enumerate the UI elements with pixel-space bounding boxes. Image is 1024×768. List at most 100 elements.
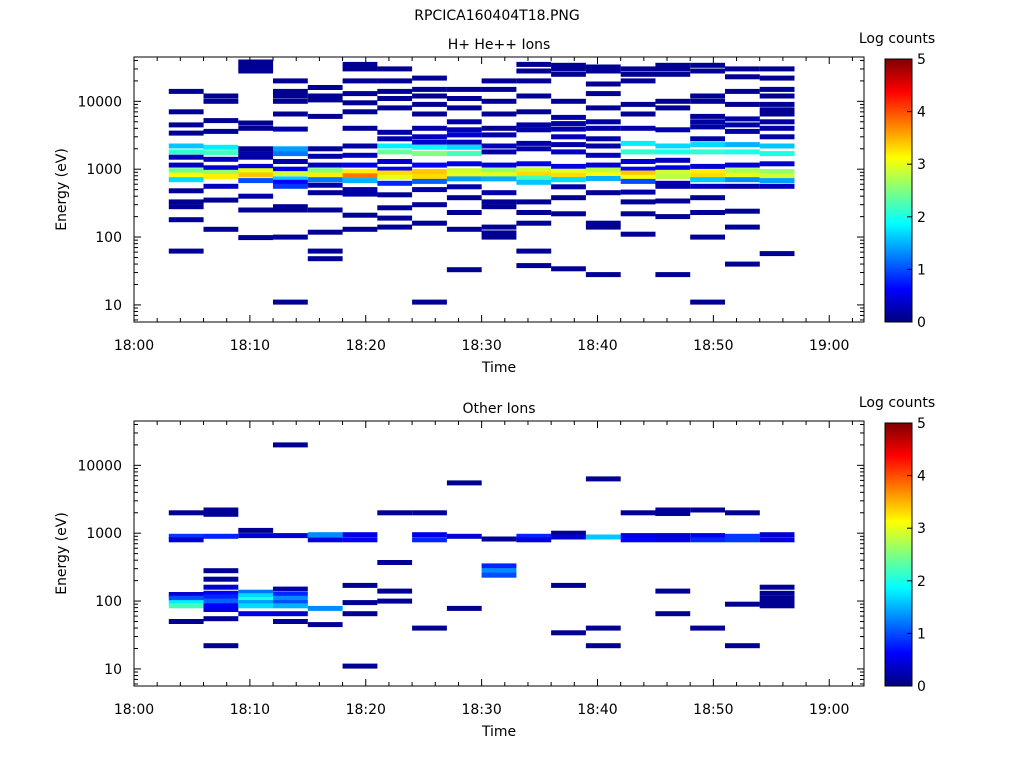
heatmap-cell	[655, 62, 691, 68]
heatmap-cell	[585, 643, 621, 649]
heatmap-cell	[377, 136, 413, 142]
heatmap-cell	[759, 143, 795, 149]
x-tick-label: 18:20	[346, 338, 386, 354]
heatmap-cell	[238, 172, 274, 178]
heatmap-cell	[412, 134, 447, 140]
heatmap-cell	[203, 174, 239, 179]
x-tick-label: 18:10	[230, 702, 270, 718]
heatmap-cell	[759, 119, 795, 125]
heatmap-cell	[446, 86, 482, 92]
heatmap-cell	[481, 168, 517, 174]
colorbar	[884, 422, 913, 687]
heatmap-cell	[446, 195, 482, 201]
heatmap-cell	[690, 234, 725, 240]
heatmap-cell	[238, 68, 274, 74]
heatmap-cell	[725, 149, 760, 155]
heatmap-cells	[168, 59, 795, 305]
y-axis-label: Energy (eV)	[54, 148, 70, 231]
heatmap-cell	[725, 116, 760, 122]
heatmap-cell	[273, 151, 308, 157]
heatmap-cell	[238, 146, 274, 152]
heatmap-cell	[585, 162, 621, 168]
heatmap-cell	[377, 192, 413, 198]
heatmap-cell	[551, 172, 586, 178]
heatmap-cell	[655, 214, 691, 220]
heatmap-cell	[273, 595, 308, 601]
heatmap-cell	[412, 532, 447, 538]
heatmap-cell	[690, 177, 725, 183]
x-tick-label: 19:00	[809, 338, 849, 354]
heatmap-cell	[168, 154, 204, 160]
heatmap-cell	[725, 183, 760, 189]
heatmap-cell	[551, 195, 586, 201]
heatmap-cell	[307, 93, 343, 99]
heatmap-cell	[551, 168, 586, 174]
heatmap-cell	[377, 180, 413, 186]
heatmap-cell	[203, 590, 239, 596]
heatmap-cell	[690, 173, 725, 179]
heatmap-cell	[307, 622, 343, 628]
heatmap-cell	[412, 202, 447, 208]
heatmap-cell	[481, 149, 517, 155]
heatmap-cell	[725, 177, 760, 183]
heatmap-cell	[377, 588, 413, 594]
heatmap-cell	[238, 593, 274, 599]
heatmap-cell	[342, 532, 378, 538]
heatmap-cell	[481, 132, 517, 138]
heatmap-cell	[203, 507, 239, 513]
heatmap-cell	[412, 299, 447, 305]
heatmap-cell	[273, 183, 308, 189]
colorbar-tick-label: 3	[917, 157, 926, 173]
y-axis-label: Energy (eV)	[54, 512, 70, 595]
heatmap-cell	[446, 267, 482, 273]
heatmap-cell	[446, 96, 482, 101]
heatmap-cell	[238, 154, 274, 160]
y-tick-label: 1000	[86, 526, 122, 542]
heatmap-cell	[620, 211, 656, 217]
heatmap-cell	[412, 101, 447, 107]
heatmap-cell	[273, 592, 308, 597]
heatmap-cell	[725, 101, 760, 107]
heatmap-cell	[168, 510, 204, 516]
heatmap-cell	[446, 151, 482, 157]
heatmap-cell	[551, 121, 586, 127]
heatmap-cell	[516, 263, 552, 269]
heatmap-cell	[585, 152, 621, 158]
heatmap-cell	[273, 166, 308, 172]
heatmap-cell	[481, 224, 517, 230]
heatmap-cell	[551, 126, 586, 132]
colorbar-tick-label: 3	[917, 521, 926, 537]
heatmap-cell	[516, 61, 552, 67]
heatmap-cell	[377, 205, 413, 211]
heatmap-cell	[655, 183, 691, 189]
heatmap-cell	[620, 159, 656, 164]
heatmap-cell	[238, 168, 274, 174]
heatmap-cell	[481, 78, 517, 84]
heatmap-cell	[759, 125, 795, 131]
heatmap-cell	[377, 78, 413, 84]
panel-title: Other Ions	[462, 401, 535, 417]
heatmap-cell	[273, 176, 308, 182]
x-tick-label: 18:10	[230, 338, 270, 354]
heatmap-cell	[307, 537, 343, 543]
heatmap-cell	[690, 195, 725, 201]
colorbar-tick-label: 5	[917, 416, 926, 432]
heatmap-cell	[446, 144, 482, 150]
x-tick-label: 18:00	[114, 702, 154, 718]
heatmap-cell	[585, 105, 621, 111]
heatmap-cell	[342, 162, 378, 168]
heatmap-cell	[620, 125, 656, 131]
heatmap-cell	[481, 176, 517, 182]
heatmap-cell	[481, 563, 517, 569]
x-tick-label: 18:30	[461, 702, 501, 718]
heatmap-cell	[342, 152, 378, 158]
heatmap-cell	[655, 174, 691, 179]
heatmap-cell	[238, 603, 274, 609]
heatmap-cell	[168, 592, 204, 597]
heatmap-cell	[585, 476, 621, 482]
heatmap-cell	[446, 132, 482, 138]
heatmap-cell	[585, 176, 621, 181]
heatmap-cell	[690, 98, 725, 104]
heatmap-cell	[203, 598, 239, 604]
heatmap-cell	[307, 85, 343, 90]
